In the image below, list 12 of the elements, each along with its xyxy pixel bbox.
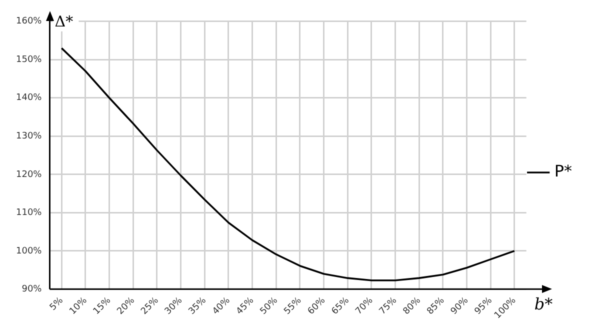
x-axis-title: b* (534, 294, 553, 314)
y-tick-label: 140% (16, 93, 42, 104)
y-axis-title: Δ* (54, 12, 74, 30)
legend-label: P* (554, 162, 572, 181)
y-tick-label: 160% (16, 16, 42, 27)
y-tick-label: 130% (16, 132, 42, 142)
y-tick-label: 90% (22, 284, 42, 295)
y-tick-label: 100% (16, 246, 42, 256)
y-tick-label: 120% (16, 170, 42, 180)
y-tick-label: 110% (16, 208, 42, 218)
x-tick-label: 5% (48, 295, 66, 313)
y-tick-label: 150% (16, 54, 42, 65)
